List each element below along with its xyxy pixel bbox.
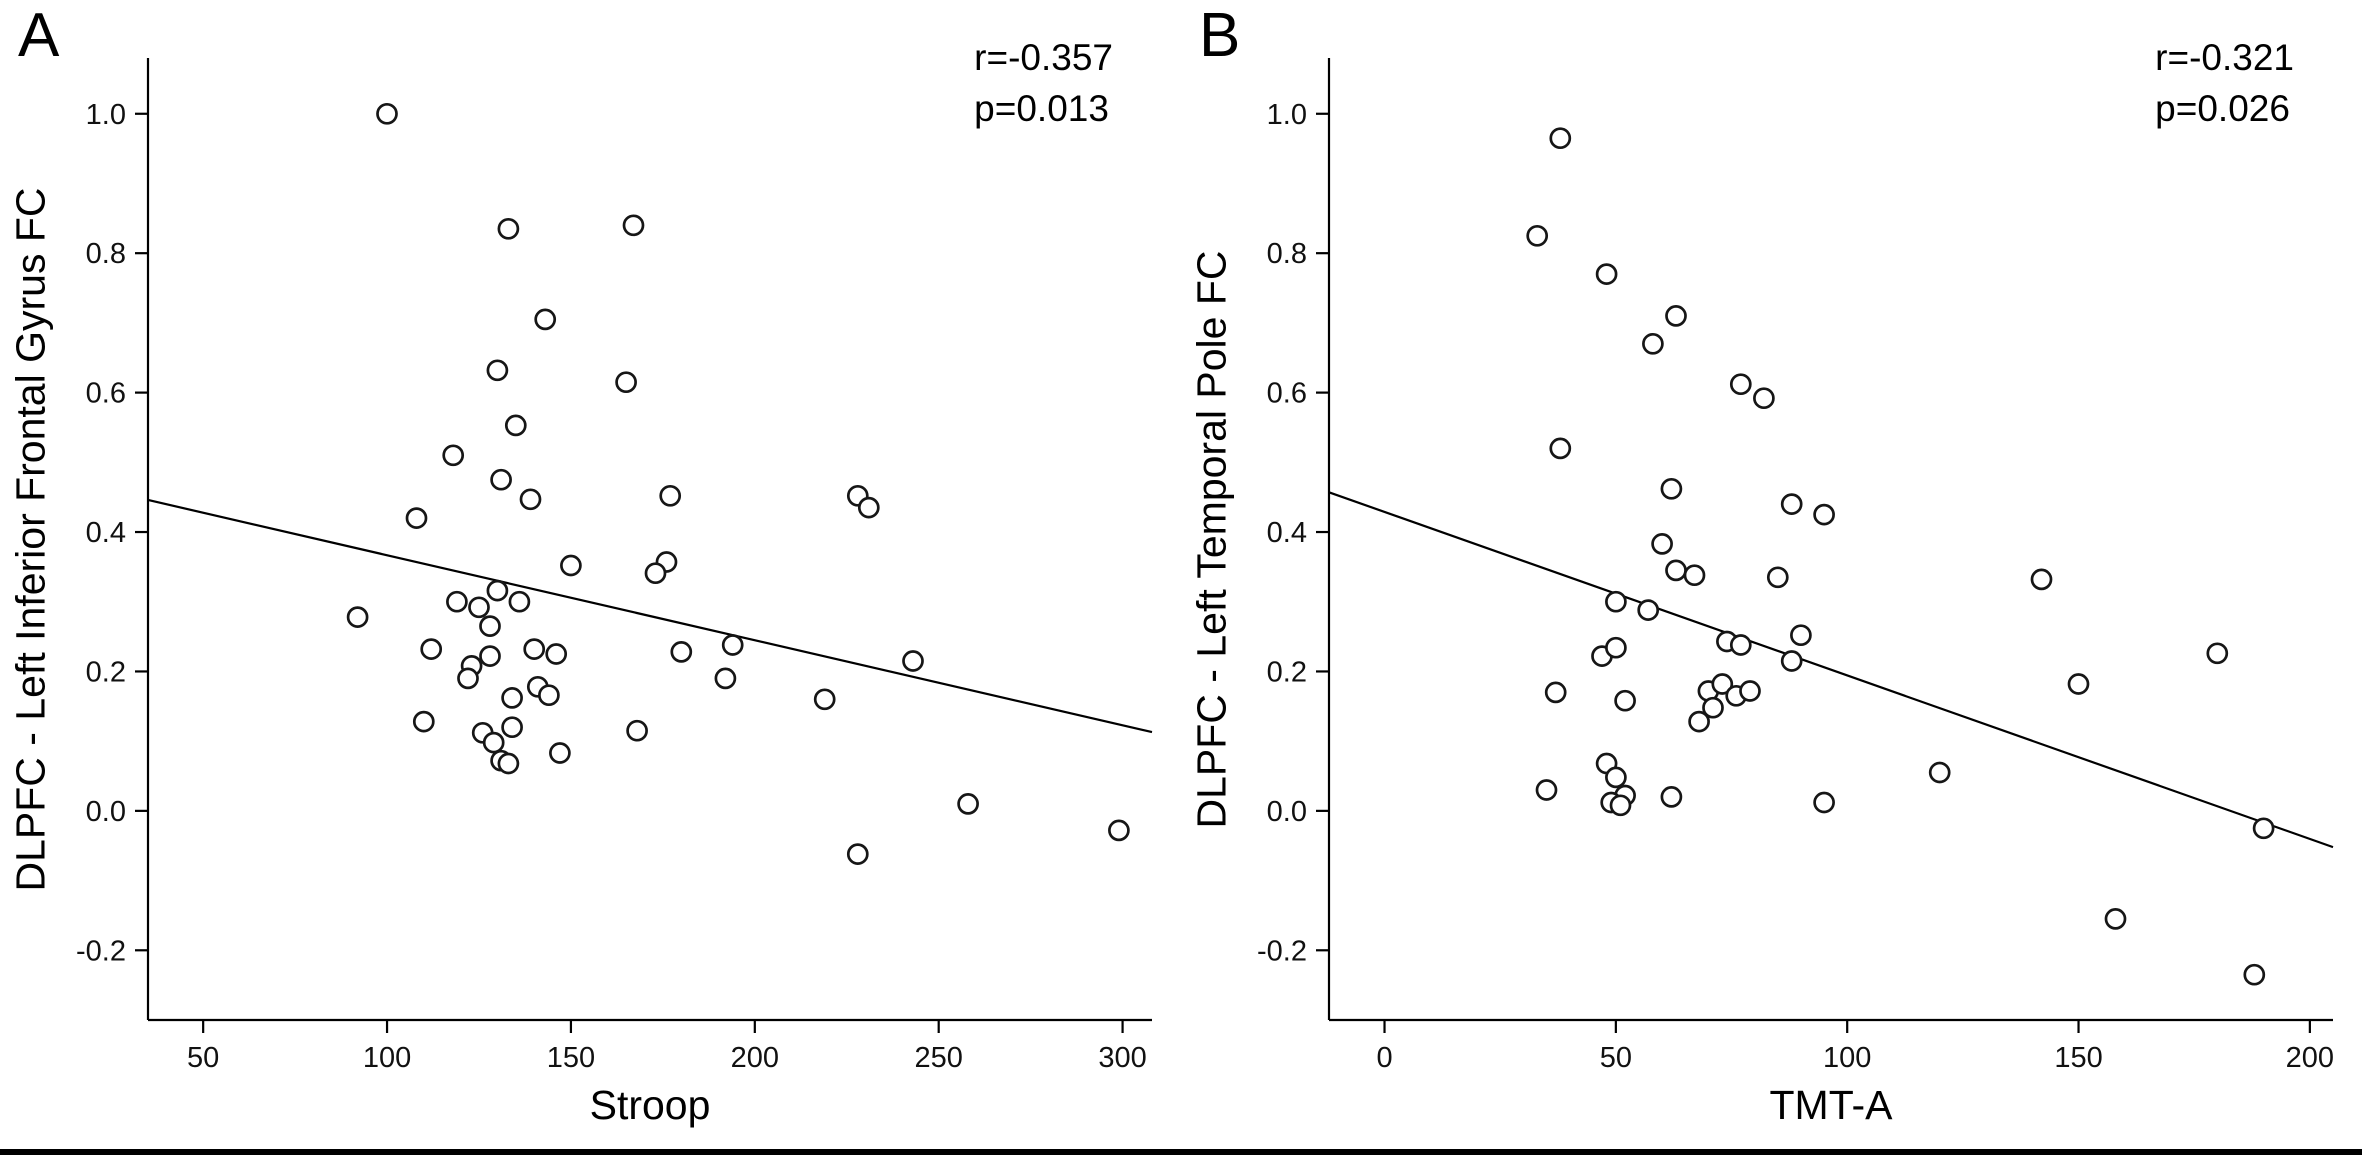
svg-text:1.0: 1.0: [1267, 99, 1307, 131]
svg-text:0.0: 0.0: [1267, 796, 1307, 828]
svg-text:0.8: 0.8: [1267, 238, 1307, 270]
panel-a-r-value: r=-0.357: [974, 37, 1113, 78]
svg-text:0.2: 0.2: [1267, 656, 1307, 688]
svg-text:100: 100: [1823, 1042, 1871, 1074]
svg-text:100: 100: [363, 1042, 411, 1074]
panel-b-stats: r=-0.321 p=0.026: [2155, 32, 2294, 134]
svg-text:-0.2: -0.2: [1257, 935, 1307, 967]
panel-b-plot: 0 50 100 150 200 1.0 0.8 0.6 0.4 0.2 0.0 -0.2: [1257, 58, 2334, 1074]
panel-b-r-value: r=-0.321: [2155, 37, 2294, 78]
svg-text:150: 150: [2054, 1042, 2102, 1074]
svg-text:150: 150: [547, 1042, 595, 1074]
panel-b-x-axis-label: TMT-A: [1769, 1082, 1893, 1128]
svg-text:0.4: 0.4: [1267, 517, 1307, 549]
panel-a: 50 100 150 200 250 300 1.0 0.8 0.6 0.4 0.2 0.0 -0.2 …: [0, 0, 1181, 1149]
svg-text:250: 250: [915, 1042, 963, 1074]
svg-text:200: 200: [731, 1042, 779, 1074]
panel-b-letter: B: [1199, 1, 1242, 70]
svg-text:0.6: 0.6: [1267, 378, 1307, 410]
panel-b: 0 50 100 150 200 1.0 0.8 0.6 0.4 0.2 0.0 -0.2 B r=-…: [1181, 0, 2362, 1149]
svg-text:1.0: 1.0: [86, 99, 126, 131]
svg-text:0.2: 0.2: [86, 656, 126, 688]
panel-a-stats: r=-0.357 p=0.013: [974, 32, 1113, 134]
svg-text:200: 200: [2286, 1042, 2334, 1074]
svg-text:300: 300: [1098, 1042, 1146, 1074]
svg-text:0.4: 0.4: [86, 517, 126, 549]
svg-text:50: 50: [187, 1042, 219, 1074]
figure-bottom-border: [0, 1149, 2362, 1155]
panel-a-x-axis-label: Stroop: [589, 1082, 711, 1128]
svg-text:0: 0: [1376, 1042, 1392, 1074]
panel-a-letter: A: [18, 1, 61, 70]
svg-text:0.0: 0.0: [86, 796, 126, 828]
svg-text:-0.2: -0.2: [76, 935, 126, 967]
svg-text:0.8: 0.8: [86, 238, 126, 270]
panel-a-plot: 50 100 150 200 250 300 1.0 0.8 0.6 0.4 0.2 0.0 -0.2: [76, 58, 1153, 1074]
panel-a-p-value: p=0.013: [974, 88, 1109, 130]
svg-text:50: 50: [1600, 1042, 1632, 1074]
svg-text:0.6: 0.6: [86, 378, 126, 410]
panel-b-p-value: p=0.026: [2155, 88, 2290, 130]
